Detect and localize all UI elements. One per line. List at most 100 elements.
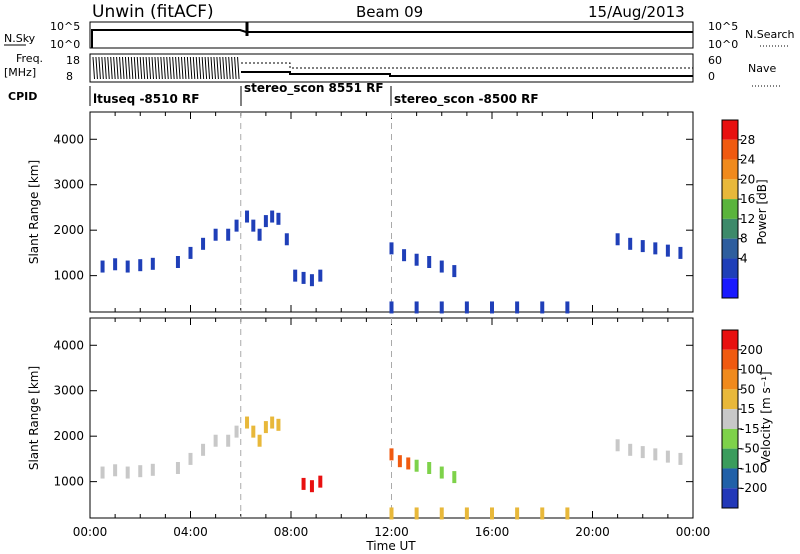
freq-hatch-line [234,56,237,80]
data-point [293,269,298,282]
freq-hatch-line [216,56,219,80]
data-point [565,301,570,314]
y-tick-label: 4000 [53,132,84,146]
data-point [389,301,394,314]
data-point [257,434,262,447]
data-point [251,425,256,438]
nave-label: Nave [748,62,776,75]
colorbar-swatch [722,428,738,449]
colorbar-tick-label: 28 [740,133,755,147]
data-point [414,301,419,314]
colorbar-frame [721,329,739,509]
colorbar-swatch [722,159,738,180]
data-point [653,242,658,255]
freq-hatch-line [175,56,178,80]
freq-hatch-line [142,56,146,80]
nsky-tick-bottom: 10^0 [50,38,80,51]
data-point [201,237,206,250]
x-axis-label: Time UT [365,539,416,553]
data-point [213,434,218,447]
data-point [276,418,281,431]
colorbar-tick-label: 50 [740,382,755,396]
freq-hatch-line [130,56,134,80]
colorbar-tick-label: -100 [740,461,767,475]
data-point [234,425,239,438]
freq-hatch-line [195,56,199,80]
colorbar-swatch [722,199,738,219]
freq-hatch-line [116,56,119,80]
data-point [276,212,281,225]
data-point [125,466,130,479]
colorbar-tick-label: 20 [740,172,755,186]
freq-hatch-line [181,56,184,80]
freq-label: Freq. [16,52,43,65]
freq-hatch-line [104,56,107,80]
data-point [427,462,432,474]
freq-hatch-line [237,56,240,80]
nave-tick-top: 60 [708,54,722,67]
data-point [406,457,411,470]
colorbar-tick-label: 200 [740,343,763,357]
velocity-colorbar-label: Velocity [m s⁻¹] [759,371,773,464]
data-point [414,459,419,472]
velocity-ylabel: Slant Range [km] [27,366,41,470]
data-point [100,466,105,479]
data-point [640,446,645,459]
freq-hatch-line [222,56,225,80]
data-point [640,240,645,253]
y-tick-label: 2000 [53,429,84,443]
data-point [309,274,314,287]
nsearch-label: N.Search [745,28,795,41]
colorbar-swatch [722,468,738,489]
beam-title: Beam 09 [356,3,423,21]
freq-hatch-line [107,56,110,80]
data-point [464,507,469,520]
data-point [188,246,193,259]
freq-hatch-line [145,56,149,80]
nave-tick-bottom: 0 [708,70,715,83]
data-point [301,477,306,490]
freq-hatch-line [154,56,157,80]
freq-hatch-line [148,56,152,80]
y-tick-label: 3000 [53,384,84,398]
data-point [234,219,239,232]
data-point [615,439,620,452]
data-point [318,269,323,282]
colorbar-swatch [722,389,738,410]
nsearch-tick-top: 10^5 [708,20,738,33]
nsky-panel-frame [89,21,694,49]
freq-hatch-line [169,56,172,80]
data-point [175,256,180,268]
data-point [439,507,444,520]
freq-hatch-line [127,56,131,80]
freq-hatch-line [101,56,104,80]
colorbar-swatch [722,409,738,429]
data-point [263,215,268,228]
colorbar-swatch [722,448,738,469]
data-point [100,260,105,273]
data-point [490,301,494,314]
data-point [138,259,143,272]
freq-hatch-line [186,56,190,80]
x-tick-label: 08:00 [274,525,309,539]
colorbar-swatch [722,349,738,370]
freq-hatch-line [192,56,196,80]
y-tick-label: 1000 [53,269,84,283]
power-ylabel: Slant Range [km] [27,160,41,264]
colorbar-tick-label: -50 [740,442,760,456]
data-point [113,258,118,271]
power-axes: 1000 2000 3000 4000 [53,112,694,312]
freq-hatch-line [92,56,95,80]
colorbar-tick-label: 8 [740,232,748,246]
freq-hatch-line [172,56,175,80]
freq-line [241,71,693,77]
colorbar-swatch [722,218,738,239]
data-point [515,301,520,314]
data-point [251,219,256,232]
data-point [245,416,250,429]
data-point [414,253,419,266]
data-point [452,265,457,278]
data-point [439,301,444,314]
freq-hatch-line [95,56,98,80]
